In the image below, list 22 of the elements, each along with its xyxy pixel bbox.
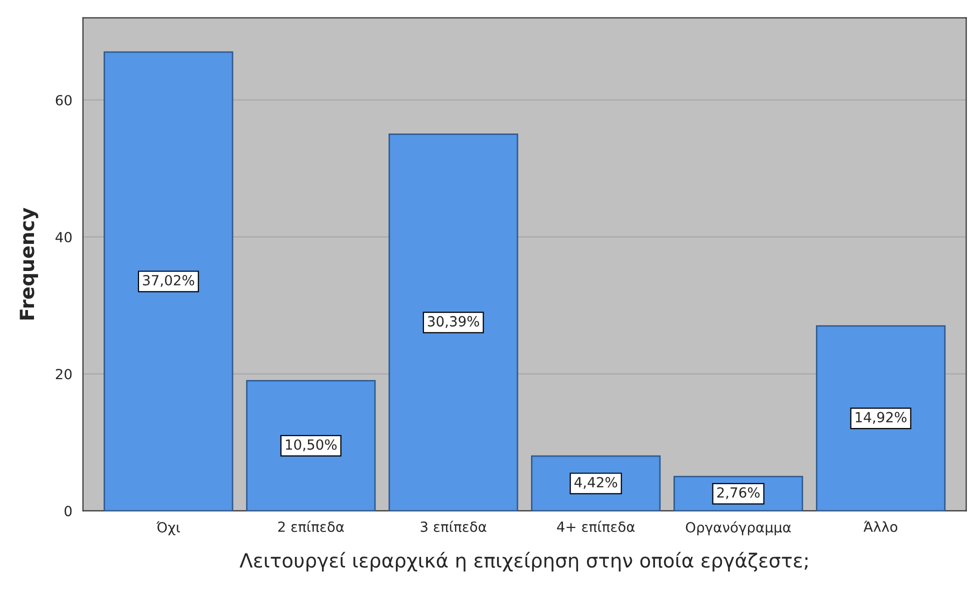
bar <box>816 325 946 511</box>
annotation: 10,50% <box>286 439 337 452</box>
y-tick-label: 20 <box>56 368 72 380</box>
x-tick-label: 2 επίπεδα <box>278 520 344 532</box>
x-axis-title: Λειτουργεί ιεραρχικά η επιχείρηση στην οποία εργάζεστε; <box>240 552 808 572</box>
y-axis-title: Frequency <box>20 208 38 320</box>
x-tick-label: Οργανόγραμμα <box>686 521 791 536</box>
x-tick-label: Άλλο <box>864 520 898 532</box>
annotation: 2,76% <box>717 487 760 500</box>
x-tick-label: Όχι <box>156 521 180 536</box>
bar <box>388 134 518 511</box>
y-tick-label: 60 <box>56 94 72 106</box>
annotation: 37,02% <box>143 274 194 287</box>
y-tick-label: 40 <box>56 232 72 242</box>
annotation: 30,39% <box>428 316 480 328</box>
annotation: 4,42% <box>574 476 618 489</box>
annotation: 14,92% <box>856 412 906 424</box>
bar <box>246 380 376 511</box>
y-tick-label: 0 <box>64 506 72 516</box>
bar <box>104 51 234 511</box>
x-tick-label: 4+ επίπεδα <box>557 520 635 532</box>
x-tick-label: 3 επίπεδα <box>420 520 486 532</box>
